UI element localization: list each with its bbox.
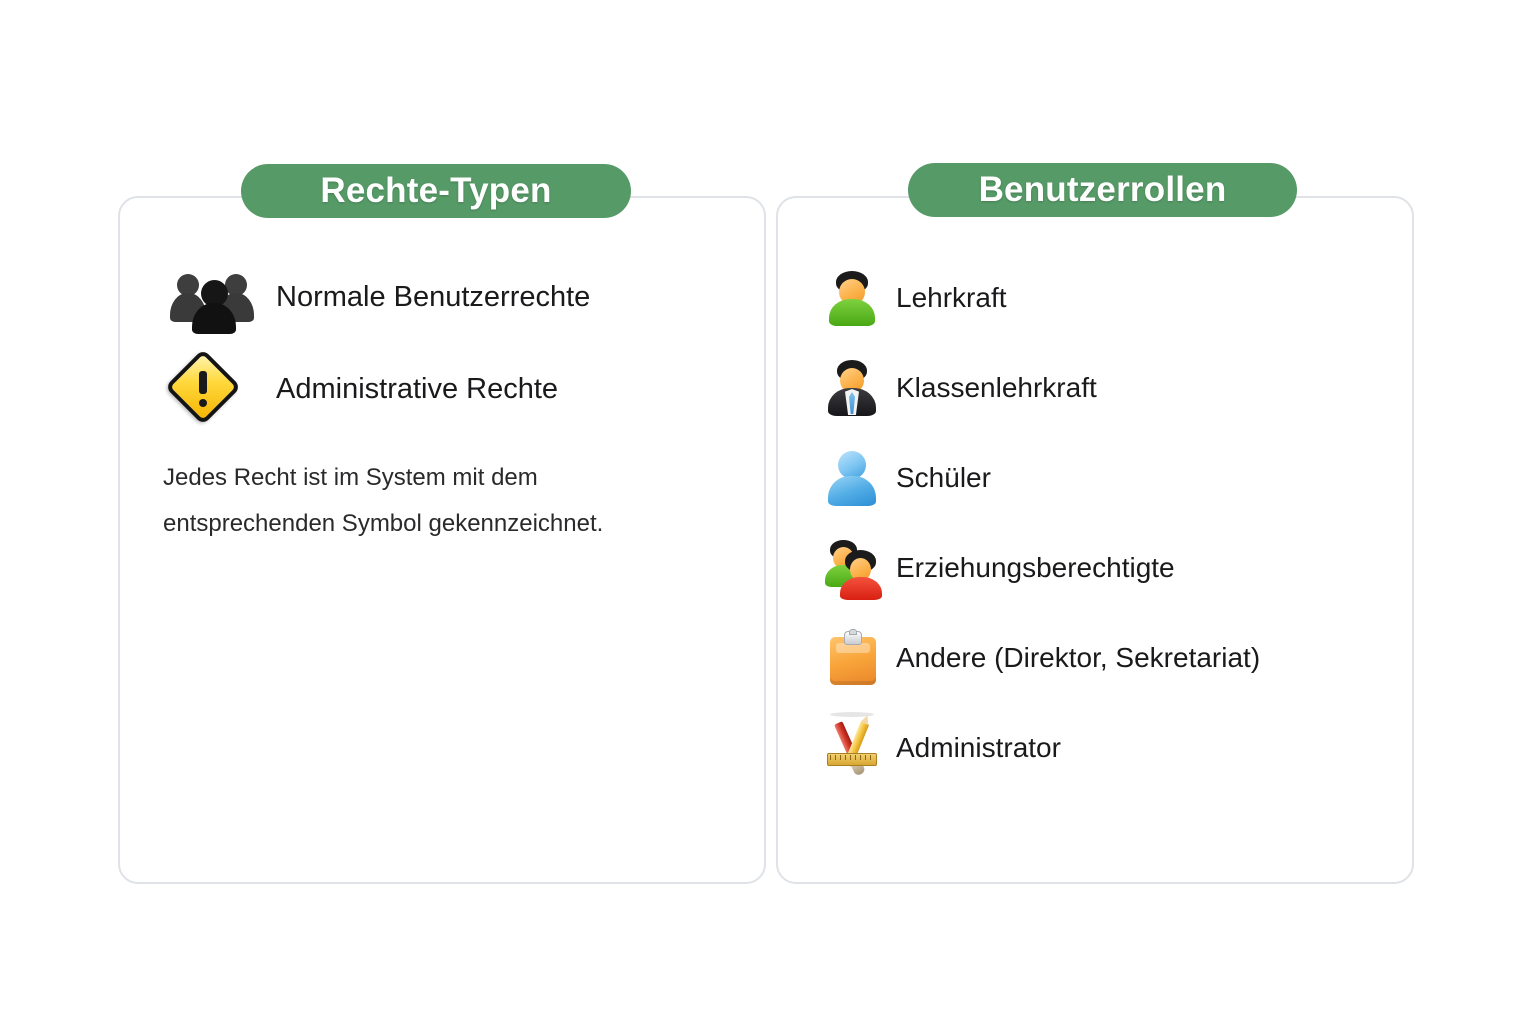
list-item-label: Administrator <box>896 731 1061 763</box>
list-item-andere[interactable]: Andere (Direktor, Sekretariat) <box>776 613 1414 703</box>
list-item-label: Schüler <box>896 461 991 493</box>
list-item-erziehungsberechtigte[interactable]: Erziehungsberechtigte <box>776 523 1414 613</box>
rights-types-note: Jedes Recht ist im System mit dem entspr… <box>163 464 604 538</box>
list-item-label: Lehrkraft <box>896 281 1007 313</box>
student-person-icon <box>824 449 880 507</box>
list-item-label: Normale Benutzerrechte <box>276 281 591 314</box>
teacher-person-icon <box>824 269 880 327</box>
list-item-label: Administrative Rechte <box>276 373 559 406</box>
list-item-normal-rights[interactable]: Normale Benutzerrechte <box>118 252 766 344</box>
user-roles-list: Lehrkraft Klassenlehrkraft Schüler <box>776 253 1414 793</box>
rights-types-title-text: Rechte-Typen <box>320 171 552 210</box>
list-item-administrator[interactable]: Administrator <box>776 703 1414 793</box>
list-item-administrative-rights[interactable]: Administrative Rechte <box>118 344 766 436</box>
admin-tools-icon <box>824 712 880 777</box>
list-item-klassenlehrkraft[interactable]: Klassenlehrkraft <box>776 343 1414 433</box>
user-roles-card <box>776 196 1414 884</box>
list-item-label: Klassenlehrkraft <box>896 371 1097 403</box>
rights-types-title-pill: Rechte-Typen <box>241 164 631 218</box>
warning-diamond-icon <box>164 348 260 426</box>
parents-group-icon <box>824 539 882 600</box>
list-item-schueler[interactable]: Schüler <box>776 433 1414 523</box>
list-item-label: Andere (Direktor, Sekretariat) <box>896 641 1261 673</box>
user-roles-title-text: Benutzerrollen <box>978 170 1227 209</box>
clipboard-icon <box>824 629 880 687</box>
list-item-label: Erziehungsberechtigte <box>896 551 1175 583</box>
rights-types-list: Normale Benutzerrechte Administrative Re… <box>118 252 766 436</box>
business-person-icon <box>824 359 880 417</box>
user-roles-title-pill: Benutzerrollen <box>908 163 1297 217</box>
users-group-icon <box>168 266 260 334</box>
list-item-lehrkraft[interactable]: Lehrkraft <box>776 253 1414 343</box>
